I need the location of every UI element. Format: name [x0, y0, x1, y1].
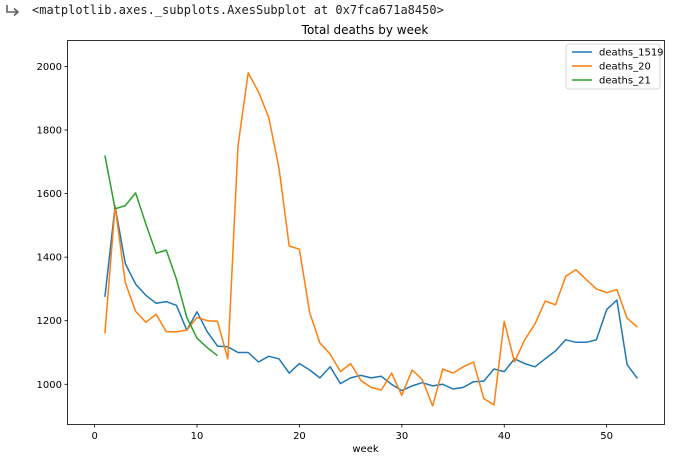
y-tick-label: 1400: [37, 253, 62, 264]
x-tick-label: 50: [600, 431, 613, 442]
y-tick-label: 1000: [37, 380, 62, 391]
x-tick-label: 10: [191, 431, 204, 442]
cell-output-row: <matplotlib.axes._subplots.AxesSubplot a…: [0, 0, 680, 22]
series-line-deaths_21: [104, 155, 218, 357]
legend-box: [565, 43, 661, 90]
output-repr-text: <matplotlib.axes._subplots.AxesSubplot a…: [32, 3, 444, 17]
x-tick-label: 20: [293, 431, 306, 442]
legend-label-deaths_1519: deaths_1519: [599, 48, 664, 59]
plot-lines: [104, 72, 639, 407]
x-tick-label: 0: [91, 431, 97, 442]
legend-label-deaths_21: deaths_21: [599, 76, 651, 87]
legend-label-deaths_20: deaths_20: [599, 62, 651, 73]
chart-legend: deaths_1519 deaths_20 deaths_21: [565, 43, 664, 90]
x-tick-label: 40: [498, 431, 511, 442]
x-axis: 0 10 20 30 40 50: [91, 424, 613, 442]
y-tick-label: 1200: [37, 316, 62, 327]
x-tick-label: 30: [395, 431, 408, 442]
series-line-deaths_20: [104, 72, 638, 407]
y-tick-label: 1800: [37, 125, 62, 136]
series-line-deaths_1519: [104, 205, 639, 392]
y-tick-label: 1600: [37, 189, 62, 200]
chart-title: Total deaths by week: [301, 23, 429, 37]
plot-frame: [67, 40, 665, 425]
y-tick-label: 2000: [37, 62, 62, 73]
y-axis: 1000 1200 1400 1600 1800 2000: [37, 62, 68, 391]
output-arrow-icon[interactable]: [4, 3, 22, 19]
x-axis-label: week: [352, 444, 378, 455]
